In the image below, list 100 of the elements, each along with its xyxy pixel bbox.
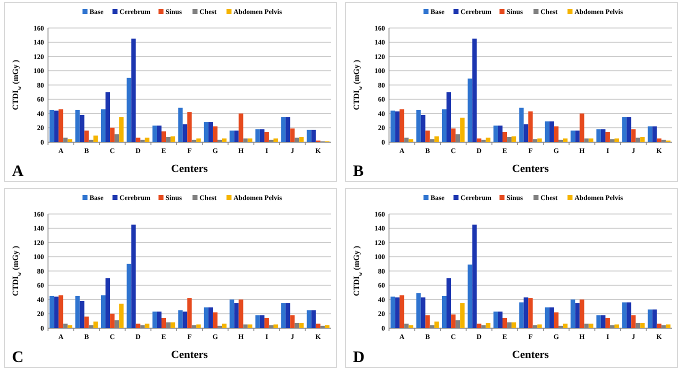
bar (182, 312, 188, 328)
bar (575, 130, 580, 142)
bar (306, 130, 312, 142)
bar (640, 137, 645, 142)
bar (631, 315, 636, 328)
bar (549, 121, 554, 142)
bar (408, 325, 414, 328)
x-axis-title: Centers (171, 163, 209, 175)
bar (290, 315, 295, 328)
bar (498, 312, 503, 328)
bar (390, 296, 396, 328)
bar (93, 322, 98, 328)
bar (549, 307, 554, 328)
bar (162, 131, 166, 142)
bar (84, 130, 89, 142)
bar (119, 304, 124, 328)
bar (68, 325, 72, 328)
bar (563, 138, 568, 142)
bar (178, 108, 183, 142)
bar (622, 117, 627, 142)
bar (131, 224, 136, 328)
bar (299, 137, 304, 142)
bar (204, 307, 208, 328)
bar (299, 323, 304, 328)
bar (528, 298, 533, 328)
bar (502, 132, 508, 142)
bar (652, 126, 657, 142)
bar (640, 323, 645, 328)
bar (425, 315, 430, 328)
bar (605, 318, 610, 328)
bar (537, 324, 542, 328)
bar (434, 322, 439, 328)
bar (420, 114, 426, 142)
bar (524, 297, 528, 328)
bar (222, 138, 227, 142)
bar (408, 139, 414, 142)
bar (286, 303, 290, 328)
bar (451, 314, 456, 328)
text: B (353, 163, 364, 180)
bar (75, 296, 80, 328)
bar (196, 138, 201, 142)
bar (58, 109, 64, 142)
bar (144, 138, 150, 142)
bar (234, 303, 239, 328)
bar (486, 323, 490, 328)
bar (306, 310, 312, 328)
bar (264, 132, 269, 142)
bar (596, 315, 601, 328)
bar (222, 324, 227, 328)
bar (395, 111, 400, 142)
bar (80, 114, 84, 142)
bar (260, 129, 264, 142)
bar (264, 318, 269, 328)
bar (512, 322, 516, 328)
bar (290, 128, 295, 142)
bar (580, 300, 584, 328)
bar (126, 78, 132, 142)
bar (614, 324, 619, 328)
bar (614, 138, 619, 142)
bar (212, 312, 218, 328)
bar (144, 324, 150, 328)
bar (234, 130, 239, 142)
bar (580, 114, 584, 142)
bar (187, 112, 192, 142)
bar (208, 307, 213, 328)
bar (519, 108, 524, 142)
bar (101, 109, 106, 142)
bar (273, 324, 278, 328)
bar (631, 129, 636, 142)
text: C (12, 349, 24, 366)
bar (93, 136, 98, 142)
bar (260, 315, 264, 328)
bar (476, 324, 482, 328)
bar (493, 312, 498, 328)
bar (554, 312, 558, 328)
bar (106, 92, 110, 142)
bar (446, 92, 452, 142)
text: D (353, 349, 365, 366)
bar (544, 121, 550, 142)
bar (58, 295, 64, 328)
bar (324, 325, 330, 328)
bar (554, 126, 558, 142)
bar (588, 324, 594, 328)
bar (390, 110, 396, 142)
bar (493, 126, 498, 142)
x-axis-title: Centers (512, 349, 550, 361)
bar (196, 324, 201, 328)
bar (182, 124, 188, 142)
bar (156, 312, 162, 328)
bar (656, 138, 662, 142)
bar (156, 126, 162, 142)
bar (110, 128, 115, 142)
bar (230, 130, 234, 142)
bar (563, 324, 568, 328)
bar (187, 298, 192, 328)
bar (126, 264, 132, 328)
bar (50, 296, 54, 328)
bar (666, 324, 670, 328)
bar (605, 132, 610, 142)
bar (446, 278, 452, 328)
